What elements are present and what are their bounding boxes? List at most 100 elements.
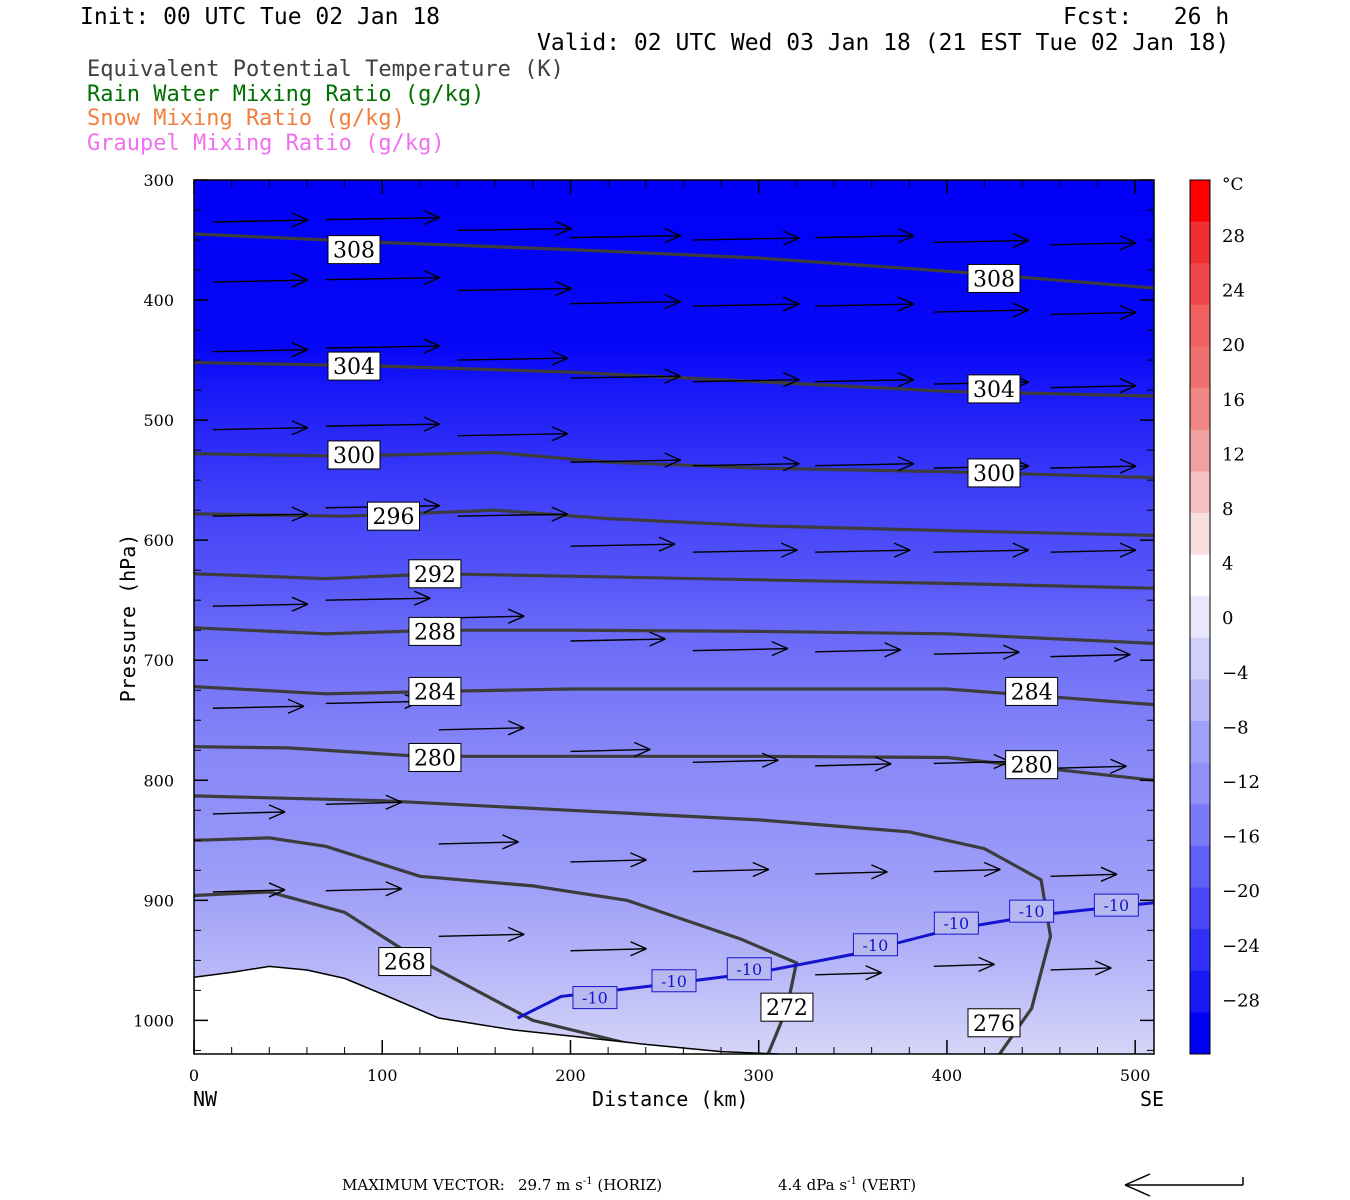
isotherm-label-box (572, 986, 618, 1010)
colorbar-swatch (1190, 346, 1210, 389)
max-vector-vert: 4.4 dPa s-1 (VERT) (778, 1176, 917, 1194)
wind-vector (212, 698, 305, 714)
wind-vector (570, 368, 681, 384)
contour-label-box (378, 947, 432, 977)
wind-vector (815, 227, 915, 244)
init-time: Init: 00 UTC Tue 02 Jan 18 (80, 4, 441, 30)
isotherm-label: -10 (943, 914, 969, 933)
contour-label-box (1005, 676, 1059, 706)
wind-vector (1050, 960, 1112, 976)
wind-vector (1050, 378, 1137, 394)
wind-vector (570, 941, 647, 957)
wind-vector (325, 590, 431, 606)
wind-vector (438, 834, 519, 850)
theta-e-contour-292 (194, 572, 1154, 590)
contour-label-box (408, 616, 462, 646)
theta-e-contour-284 (194, 685, 1154, 707)
theta-e-label: 304 (973, 378, 1015, 403)
colorbar-swatch (1190, 929, 1210, 972)
wind-vector (1050, 304, 1137, 321)
colorbar-swatch (1190, 762, 1210, 805)
colorbar-swatch (1190, 221, 1210, 264)
colorbar-label: −28 (1222, 990, 1260, 1011)
colorbar-label: 28 (1222, 226, 1245, 247)
theta-e-label: 284 (414, 680, 456, 705)
wind-vector (212, 506, 309, 522)
x-axis-right-label: SE (1140, 1087, 1165, 1111)
contour-label-box (408, 742, 462, 772)
wind-vector (933, 644, 1020, 660)
wind-vector (815, 642, 901, 658)
wind-vector (325, 270, 441, 286)
theta-e-label: 288 (414, 620, 456, 645)
colorbar-label: 24 (1222, 281, 1245, 302)
contour-label-box (967, 458, 1021, 488)
theta-e-contour-272 (194, 836, 799, 1054)
contour-label-box (408, 559, 462, 589)
valid-time: Valid: 02 UTC Wed 03 Jan 18 (21 EST Tue … (537, 30, 1230, 56)
wind-vector (212, 420, 309, 436)
forecast-hour: Fcst: 26 h (1063, 4, 1230, 30)
theta-e-label: 284 (1011, 680, 1053, 705)
max-vector-label: MAXIMUM VECTOR: (342, 1176, 505, 1194)
wind-vector (325, 209, 441, 226)
contour-label-box (967, 263, 1021, 293)
colorbar-label: 0 (1222, 608, 1233, 629)
y-tick-label: 700 (143, 651, 174, 670)
wind-vector (457, 506, 569, 522)
wind-vector (933, 302, 1030, 318)
colorbar-swatch (1190, 180, 1210, 223)
colorbar-swatch (1190, 596, 1210, 639)
wind-vector (438, 926, 525, 942)
wind-vector (933, 861, 1001, 878)
contour-label-box (327, 351, 381, 381)
colorbar-swatch (1190, 679, 1210, 722)
wind-vector (212, 212, 309, 228)
isotherm-label: -10 (1103, 896, 1129, 915)
wind-vector (438, 720, 525, 736)
theta-e-contour-268 (194, 890, 637, 1048)
isotherm-label: -10 (582, 989, 608, 1008)
wind-vector (692, 640, 789, 657)
theta-e-label: 300 (973, 462, 1015, 487)
wind-vector (212, 804, 286, 820)
theta-e-contour-276 (194, 794, 1053, 1054)
colorbar-unit: °C (1222, 175, 1244, 195)
wind-vector (570, 294, 681, 310)
wind-vector (692, 372, 800, 388)
wind-vector (692, 752, 779, 768)
terrain-mask (194, 965, 779, 1054)
colorbar-frame (1189, 179, 1211, 1055)
isotherm-label-box (726, 957, 772, 981)
wind-vector (457, 426, 569, 442)
wind-vector (933, 956, 995, 973)
wind-vector (570, 227, 681, 244)
colorbar-label: −8 (1222, 717, 1249, 738)
colorbar-label: 20 (1222, 335, 1245, 356)
colorbar-label: 16 (1222, 390, 1245, 411)
colorbar-label: 8 (1222, 499, 1233, 520)
wind-vector (1050, 458, 1137, 474)
wind-vector (570, 452, 681, 468)
theta-e-label: 280 (1011, 754, 1053, 779)
wind-vector (212, 342, 309, 358)
theta-e-label: 304 (333, 355, 375, 380)
contour-label-box (327, 440, 381, 470)
theta-e-label: 296 (373, 505, 415, 530)
theta-e-label: 272 (766, 996, 808, 1021)
wind-vector (933, 542, 1030, 558)
colorbar-swatch (1190, 304, 1210, 347)
theta-e-label: 292 (414, 563, 456, 588)
y-axis-title: Pressure (hPa) (116, 533, 140, 703)
theta-e-label: 308 (333, 239, 375, 264)
colorbar-label: −20 (1222, 881, 1260, 902)
colorbar-swatch (1190, 721, 1210, 764)
wind-vector (212, 596, 309, 612)
wind-vector (1050, 542, 1137, 558)
contour-label-box (967, 374, 1021, 404)
wind-vector (325, 338, 441, 354)
wind-vector (692, 296, 800, 312)
isotherm-label: -10 (1019, 902, 1045, 921)
theta-e-contour-296 (194, 508, 1154, 537)
